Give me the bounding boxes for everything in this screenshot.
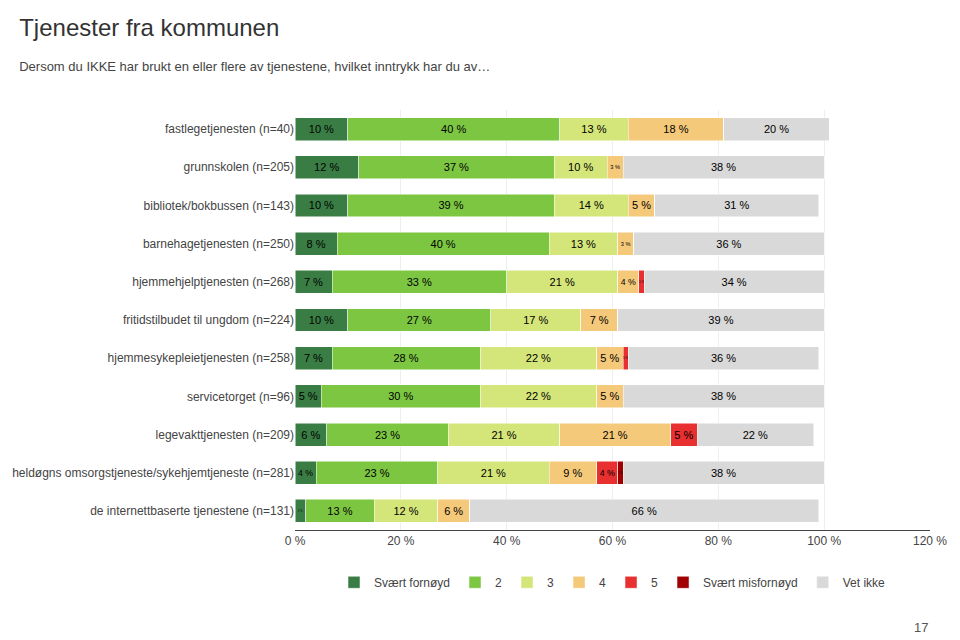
svg-text:4 %: 4 % [298, 468, 313, 478]
svg-text:40 %: 40 % [431, 238, 456, 250]
svg-text:grunnskolen (n=205): grunnskolen (n=205) [184, 160, 294, 174]
svg-text:7 %: 7 % [590, 314, 609, 326]
svg-text:10 %: 10 % [309, 199, 334, 211]
svg-text:21 %: 21 % [481, 467, 506, 479]
svg-text:22 %: 22 % [743, 429, 768, 441]
svg-text:30 %: 30 % [388, 390, 413, 402]
svg-text:34 %: 34 % [722, 276, 747, 288]
svg-text:33 %: 33 % [407, 276, 432, 288]
svg-text:10 %: 10 % [309, 123, 334, 135]
svg-text:bibliotek/bokbussen (n=143): bibliotek/bokbussen (n=143) [144, 199, 294, 213]
svg-text:Vet ikke: Vet ikke [843, 576, 885, 590]
svg-text:hjemmesykepleietjenesten (n=25: hjemmesykepleietjenesten (n=258) [108, 351, 294, 365]
svg-text:5 %: 5 % [674, 429, 693, 441]
svg-text:Svært fornøyd: Svært fornøyd [374, 576, 450, 590]
svg-text:6 %: 6 % [301, 429, 320, 441]
svg-text:3 %: 3 % [610, 164, 620, 170]
svg-text:39 %: 39 % [708, 314, 733, 326]
svg-text:23 %: 23 % [364, 467, 389, 479]
svg-text:fritidstilbudet til ungdom (n=: fritidstilbudet til ungdom (n=224) [123, 313, 294, 327]
svg-text:23 %: 23 % [375, 429, 400, 441]
svg-text:10 %: 10 % [568, 161, 593, 173]
svg-text:17: 17 [914, 620, 928, 635]
svg-text:36 %: 36 % [711, 352, 736, 364]
svg-text:1 %: 1 % [639, 280, 645, 284]
svg-text:9 %: 9 % [563, 467, 582, 479]
svg-text:37 %: 37 % [444, 161, 469, 173]
svg-text:fastlegetjenesten (n=40): fastlegetjenesten (n=40) [165, 122, 294, 136]
svg-text:1 %: 1 % [623, 356, 629, 360]
svg-text:0 %: 0 % [285, 534, 306, 548]
svg-text:22 %: 22 % [526, 390, 551, 402]
svg-text:21 %: 21 % [550, 276, 575, 288]
svg-text:5 %: 5 % [600, 390, 619, 402]
svg-text:13 %: 13 % [327, 505, 352, 517]
svg-text:5 %: 5 % [600, 352, 619, 364]
svg-text:6 %: 6 % [444, 505, 463, 517]
svg-text:14 %: 14 % [579, 199, 604, 211]
svg-text:28 %: 28 % [393, 352, 418, 364]
svg-text:heldøgns omsorgstjeneste/sykeh: heldøgns omsorgstjeneste/sykehjemtjenest… [12, 466, 294, 480]
svg-text:31 %: 31 % [724, 199, 749, 211]
svg-text:20 %: 20 % [387, 534, 415, 548]
svg-text:21 %: 21 % [491, 429, 516, 441]
svg-text:4 %: 4 % [621, 277, 636, 287]
svg-text:13 %: 13 % [581, 123, 606, 135]
svg-text:17 %: 17 % [523, 314, 548, 326]
svg-text:80 %: 80 % [705, 534, 733, 548]
svg-text:38 %: 38 % [711, 161, 736, 173]
svg-text:servicetorget (n=96): servicetorget (n=96) [187, 390, 294, 404]
svg-text:10 %: 10 % [309, 314, 334, 326]
svg-text:36 %: 36 % [716, 238, 741, 250]
svg-text:7 %: 7 % [304, 352, 323, 364]
svg-text:27 %: 27 % [407, 314, 432, 326]
svg-text:38 %: 38 % [711, 467, 736, 479]
svg-text:3 %: 3 % [621, 241, 631, 247]
svg-text:120 %: 120 % [913, 534, 947, 548]
svg-text:7 %: 7 % [304, 276, 323, 288]
svg-text:2 %: 2 % [298, 509, 303, 513]
svg-text:5: 5 [651, 576, 658, 590]
svg-text:4 %: 4 % [600, 468, 615, 478]
svg-text:de internettbaserte tjenestene: de internettbaserte tjenestene (n=131) [90, 504, 294, 518]
svg-text:40 %: 40 % [441, 123, 466, 135]
svg-text:Tjenester fra kommunen: Tjenester fra kommunen [19, 14, 279, 41]
svg-text:12 %: 12 % [393, 505, 418, 517]
svg-text:hjemmehjelptjenesten (n=268): hjemmehjelptjenesten (n=268) [132, 275, 294, 289]
svg-text:18 %: 18 % [663, 123, 688, 135]
svg-text:2: 2 [495, 576, 502, 590]
svg-text:100 %: 100 % [807, 534, 841, 548]
svg-text:21 %: 21 % [602, 429, 627, 441]
svg-text:13 %: 13 % [571, 238, 596, 250]
svg-text:barnehagetjenesten (n=250): barnehagetjenesten (n=250) [143, 237, 294, 251]
svg-text:5 %: 5 % [632, 199, 651, 211]
svg-text:60 %: 60 % [599, 534, 627, 548]
svg-text:39 %: 39 % [438, 199, 463, 211]
svg-text:8 %: 8 % [307, 238, 326, 250]
svg-text:Svært misfornøyd: Svært misfornøyd [703, 576, 798, 590]
svg-text:1 %: 1 % [618, 471, 624, 475]
svg-text:5 %: 5 % [299, 390, 318, 402]
svg-text:22 %: 22 % [526, 352, 551, 364]
svg-text:3: 3 [547, 576, 554, 590]
svg-text:legevakttjenesten (n=209): legevakttjenesten (n=209) [156, 428, 294, 442]
svg-text:40 %: 40 % [493, 534, 521, 548]
svg-text:20 %: 20 % [764, 123, 789, 135]
svg-text:Dersom du IKKE har brukt en el: Dersom du IKKE har brukt en eller flere … [19, 59, 490, 74]
svg-text:12 %: 12 % [314, 161, 339, 173]
svg-text:4: 4 [599, 576, 606, 590]
svg-text:66 %: 66 % [632, 505, 657, 517]
svg-text:38 %: 38 % [711, 390, 736, 402]
